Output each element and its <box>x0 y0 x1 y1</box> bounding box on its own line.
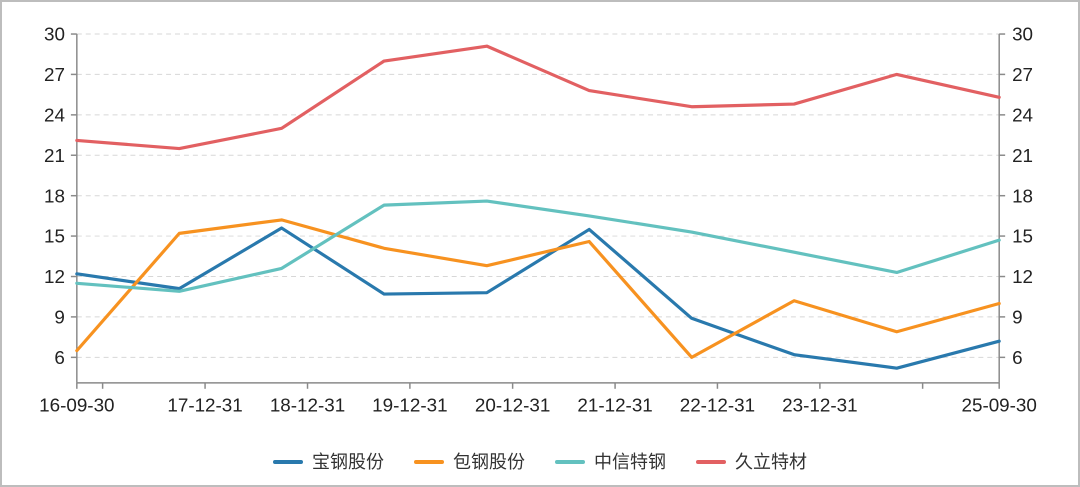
y-axis-label-right: 15 <box>1012 226 1033 247</box>
series-line-3 <box>75 44 1001 151</box>
y-axis-label-left: 24 <box>44 104 65 125</box>
series-line-2 <box>75 199 1001 293</box>
legend-label: 包钢股份 <box>453 452 525 472</box>
series-line-1 <box>75 218 1001 359</box>
legend-item-2[interactable]: 中信特钢 <box>555 453 666 471</box>
x-axis-label: 25-09-30 <box>962 395 1037 416</box>
legend-line-swatch <box>555 460 585 464</box>
legend-label: 中信特钢 <box>594 452 666 472</box>
y-axis-label-right: 9 <box>1012 306 1022 327</box>
y-axis-label-left: 21 <box>44 145 65 166</box>
y-axis-label-right: 21 <box>1012 145 1033 166</box>
y-axis-label-right: 18 <box>1012 185 1033 206</box>
y-axis-label-left: 15 <box>44 226 65 247</box>
x-axis-label: 19-12-31 <box>372 395 447 416</box>
legend-line-swatch <box>414 460 444 464</box>
x-axis-label: 23-12-31 <box>782 395 857 416</box>
y-axis-label-left: 6 <box>54 347 64 368</box>
legend-label: 久立特材 <box>735 452 807 472</box>
legend-item-0[interactable]: 宝钢股份 <box>273 453 384 471</box>
y-axis-label-left: 27 <box>44 64 65 85</box>
y-axis-label-right: 30 <box>1012 24 1033 45</box>
x-axis-label: 22-12-31 <box>680 395 755 416</box>
x-axis-label: 20-12-31 <box>475 395 550 416</box>
y-axis-label-left: 12 <box>44 266 65 287</box>
legend-item-1[interactable]: 包钢股份 <box>414 453 525 471</box>
y-axis-label-right: 27 <box>1012 64 1033 85</box>
y-axis-label-right: 6 <box>1012 347 1022 368</box>
y-axis-label-left: 30 <box>44 24 65 45</box>
legend-line-swatch <box>696 460 726 464</box>
y-axis-label-left: 18 <box>44 185 65 206</box>
y-axis-label-left: 9 <box>54 306 64 327</box>
x-axis-label: 21-12-31 <box>577 395 652 416</box>
legend-label: 宝钢股份 <box>312 452 384 472</box>
series-line-0 <box>75 226 1001 370</box>
y-axis-label-right: 24 <box>1012 104 1033 125</box>
legend-item-3[interactable]: 久立特材 <box>696 453 807 471</box>
x-axis-label: 16-09-30 <box>39 395 114 416</box>
legend-line-swatch <box>273 460 303 464</box>
legend: 宝钢股份 包钢股份 中信特钢 久立特材 <box>2 446 1078 478</box>
x-axis-label: 17-12-31 <box>167 395 242 416</box>
y-axis-label-right: 12 <box>1012 266 1033 287</box>
x-axis-label: 18-12-31 <box>270 395 345 416</box>
